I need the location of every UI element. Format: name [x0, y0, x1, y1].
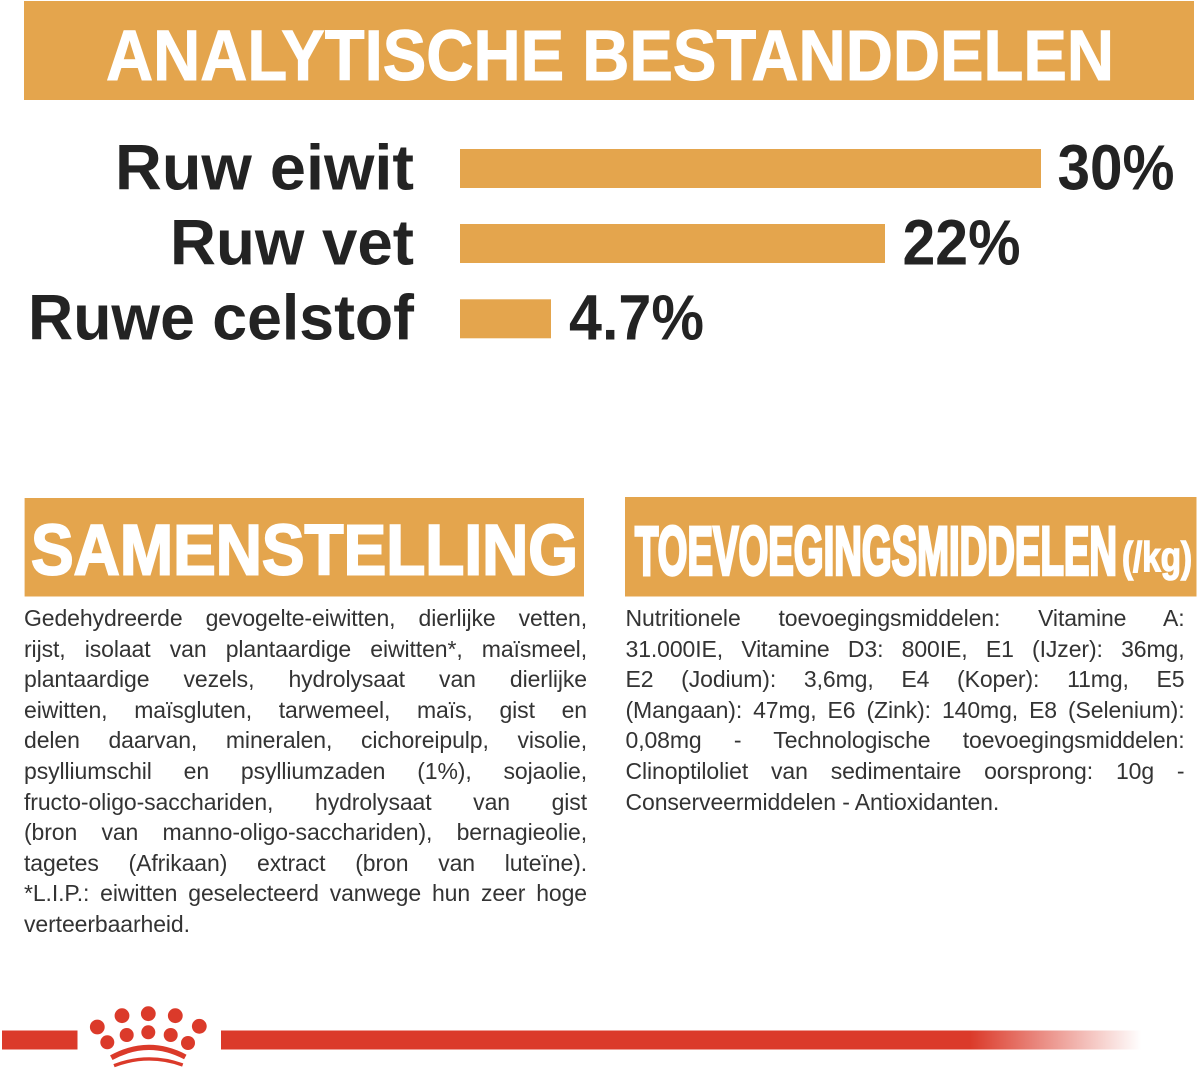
svg-text:SAMENSTELLING: SAMENSTELLING — [31, 512, 578, 591]
svg-text:22%: 22% — [903, 207, 1021, 279]
svg-text:30%: 30% — [1058, 132, 1175, 204]
svg-text:TOEVOEGINGSMIDDELEN: TOEVOEGINGSMIDDELEN — [635, 513, 1117, 590]
svg-text:4.7%: 4.7% — [569, 282, 704, 354]
svg-text:Ruw vet: Ruw vet — [170, 207, 414, 279]
svg-text:Ruwe celstof: Ruwe celstof — [28, 282, 415, 354]
svg-text:ANALYTISCHE BESTANDDELEN: ANALYTISCHE BESTANDDELEN — [106, 17, 1114, 96]
svg-text:(/kg): (/kg) — [1122, 534, 1192, 581]
svg-text:Ruw eiwit: Ruw eiwit — [115, 132, 414, 204]
